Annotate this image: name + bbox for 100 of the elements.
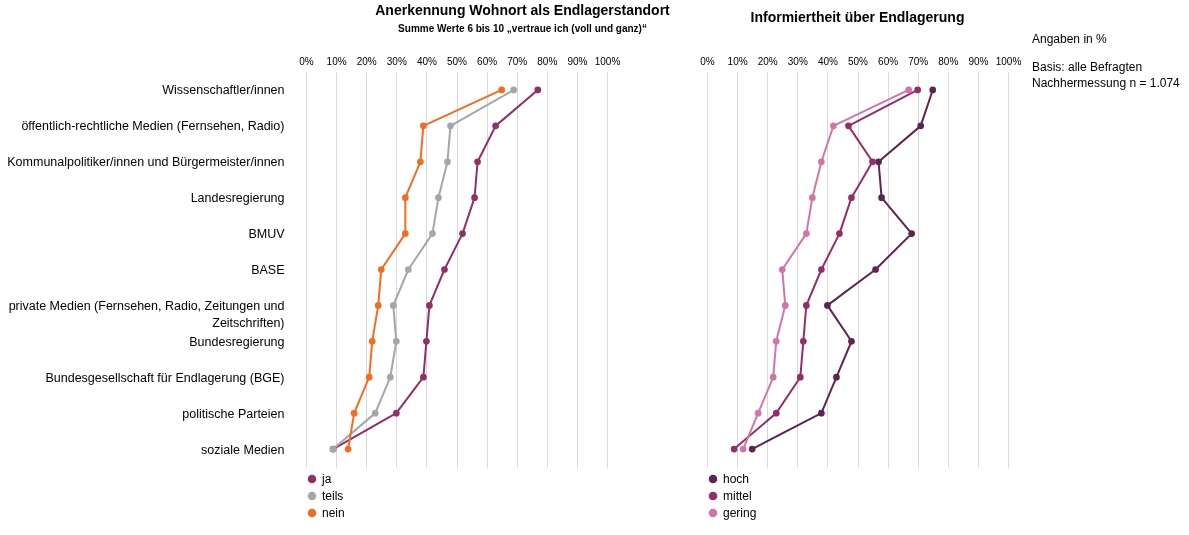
y-tick-label: BASE <box>251 263 285 277</box>
x-tick-label: 70% <box>507 55 528 67</box>
legend-label: teils <box>322 489 344 503</box>
x-tick-label: 30% <box>386 55 407 67</box>
point <box>534 86 542 94</box>
point <box>833 373 840 381</box>
point <box>772 337 780 345</box>
text: Basis: alle Befragten <box>1032 60 1143 74</box>
point <box>498 86 505 94</box>
chart-title: Informiertheit über Endlagerung <box>750 9 965 25</box>
point <box>447 122 454 130</box>
x-tick-label: 50% <box>847 55 869 67</box>
y-tick-label: soziale Medien <box>201 442 285 457</box>
point <box>781 302 789 309</box>
text: Nachhermessung n = 1.074 <box>1032 76 1181 90</box>
point <box>389 302 397 309</box>
point <box>917 122 925 130</box>
y-tick-label: Wissenschaftler/innen <box>162 83 285 98</box>
x-tick-label: 20% <box>757 55 778 67</box>
point <box>754 409 762 417</box>
point <box>374 302 382 309</box>
y-tick-label: BMUV <box>248 227 286 242</box>
point <box>836 230 843 237</box>
x-tick-label: 60% <box>878 55 899 67</box>
legend-label: nein <box>322 506 345 520</box>
point <box>799 337 807 345</box>
point <box>929 86 937 94</box>
point <box>878 194 885 202</box>
x-tick-label: 10% <box>326 55 347 67</box>
point <box>371 409 379 417</box>
y-tick-label: Bundesregierung <box>189 334 285 349</box>
point <box>474 158 481 166</box>
point <box>748 445 756 453</box>
point <box>905 86 913 94</box>
x-tick-label: 20% <box>356 55 377 67</box>
point <box>368 337 376 345</box>
point <box>420 122 427 130</box>
legend-label: gering <box>723 506 757 520</box>
point <box>739 445 747 453</box>
point <box>848 194 855 202</box>
legend-label: mittel <box>723 489 752 503</box>
point <box>392 409 400 417</box>
text: Angaben in % <box>1032 32 1108 46</box>
point <box>848 337 855 345</box>
point <box>365 373 373 381</box>
x-tick-label: 40% <box>416 55 438 67</box>
point <box>818 158 825 166</box>
legend-label: hoch <box>723 472 750 486</box>
point <box>818 266 825 273</box>
x-tick-label: 60% <box>477 55 498 67</box>
point <box>802 230 810 237</box>
point <box>830 122 837 130</box>
point <box>778 266 786 273</box>
y-tick-label: private Medien (Fernsehen, Radio, Zeitungen und Zeitschriften) <box>8 298 285 330</box>
point <box>869 158 876 166</box>
chart-subtitle: Summe Werte 6 bis 10 „vertraue ich (voll und ganz)“ <box>398 23 647 34</box>
point <box>441 266 448 273</box>
x-tick-label: 10% <box>727 55 748 67</box>
point <box>435 194 442 202</box>
point <box>824 302 831 309</box>
point <box>423 337 430 345</box>
point <box>417 158 424 166</box>
point <box>459 230 466 237</box>
x-tick-label: 100% <box>995 55 1022 67</box>
point <box>772 409 780 417</box>
x-tick-label: 0% <box>299 55 314 67</box>
legend-label: ja <box>321 472 332 486</box>
y-tick-label: Kommunalpolitiker/innen und Bürgermeister/innen <box>7 155 285 170</box>
x-tick-label: 40% <box>817 55 839 67</box>
point <box>845 122 852 130</box>
x-tick-label: 80% <box>938 55 959 67</box>
x-tick-label: 100% <box>594 55 621 67</box>
point <box>875 158 882 166</box>
point <box>818 409 825 417</box>
point <box>809 194 816 202</box>
point <box>404 266 412 273</box>
point <box>796 373 804 381</box>
point <box>914 86 922 94</box>
point <box>730 445 738 453</box>
point <box>344 445 352 453</box>
point <box>350 409 358 417</box>
point <box>420 373 427 381</box>
point <box>386 373 394 381</box>
x-tick-label: 30% <box>787 55 808 67</box>
point <box>802 302 810 309</box>
point <box>377 266 385 273</box>
point <box>401 194 409 202</box>
chart-title: Anerkennung Wohnort als Endlagerstandort <box>375 2 671 18</box>
point <box>426 302 433 309</box>
point <box>471 194 478 202</box>
x-tick-label: 90% <box>567 55 588 67</box>
point <box>510 86 518 94</box>
point <box>392 337 400 345</box>
x-tick-label: 0% <box>700 55 715 67</box>
x-tick-label: 80% <box>537 55 558 67</box>
x-tick-label: 70% <box>908 55 929 67</box>
y-tick-label: politische Parteien <box>182 406 285 421</box>
point <box>444 158 451 166</box>
y-tick-label: Landesregierung <box>190 191 285 206</box>
point <box>401 230 409 237</box>
